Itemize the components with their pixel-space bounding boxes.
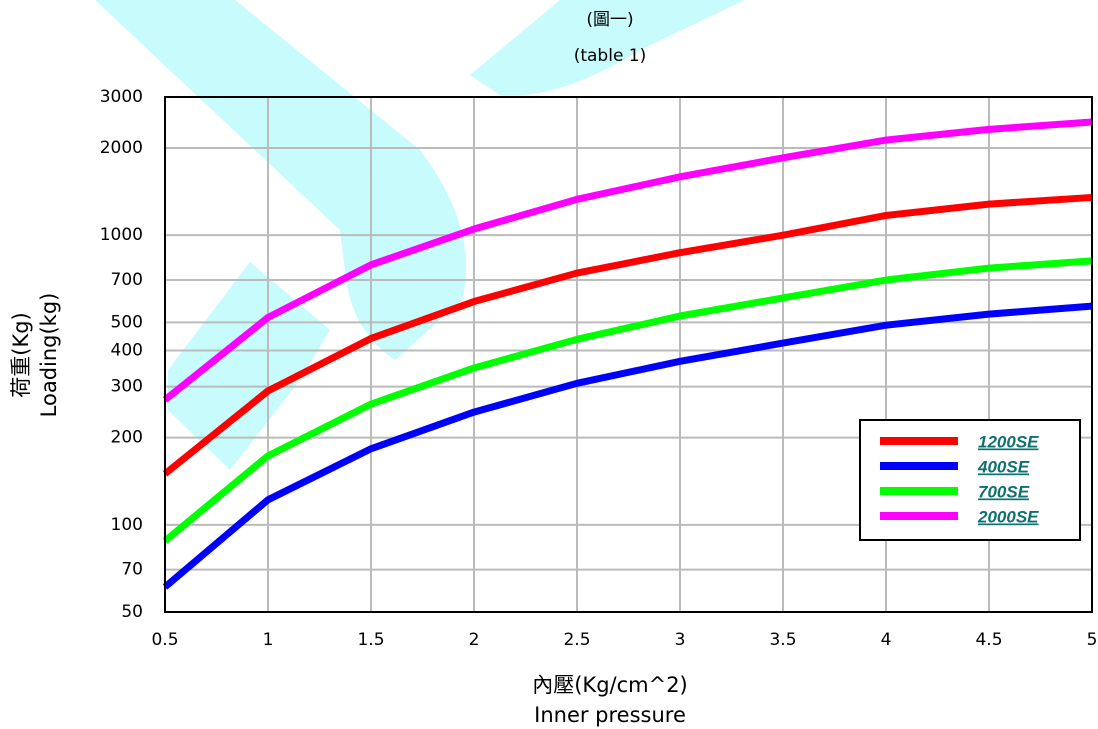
- x-tick-label: 3: [675, 630, 686, 650]
- y-axis-label: Loading(kg): [37, 293, 61, 418]
- x-tick-label: 1: [263, 630, 274, 650]
- legend-label: 400SE: [977, 457, 1030, 476]
- series-line: [162, 193, 1093, 477]
- y-tick-label: 2000: [100, 138, 143, 158]
- y-tick-label: 1000: [100, 225, 143, 245]
- x-tick-label: 1.5: [357, 630, 384, 650]
- legend-label: 700SE: [978, 482, 1030, 501]
- x-tick-label: 4.5: [975, 630, 1002, 650]
- x-axis-label: 內壓(Kg/cm^2): [532, 673, 688, 697]
- x-tick-label: 4: [881, 630, 892, 650]
- y-tick-label: 3000: [100, 87, 143, 107]
- y-axis-label: 荷重(Kg): [9, 312, 33, 398]
- legend-label: 2000SE: [977, 507, 1039, 526]
- x-tick-label: 0.5: [151, 630, 178, 650]
- y-tick-label: 400: [111, 340, 143, 360]
- series-line: [162, 302, 1093, 590]
- x-tick-label: 2: [469, 630, 480, 650]
- y-tick-label: 70: [121, 560, 143, 580]
- legend: 1200SE 400SE 700SE 2000SE: [880, 432, 1039, 526]
- chart-subtitle: (table 1): [574, 46, 647, 66]
- y-tick-label: 100: [111, 515, 143, 535]
- lines: [162, 118, 1093, 590]
- y-tick-label: 300: [111, 377, 143, 397]
- watermark: [95, 0, 745, 470]
- legend-label: 1200SE: [978, 432, 1039, 451]
- y-tick-label: 500: [111, 312, 143, 332]
- x-tick-label: 2.5: [563, 630, 590, 650]
- x-tick-label: 5: [1087, 630, 1098, 650]
- y-tick-label: 200: [111, 428, 143, 448]
- y-tick-label: 50: [121, 602, 143, 622]
- chart-title: (圖一): [586, 10, 633, 30]
- plot-frame: [164, 96, 1093, 613]
- series-line: [162, 118, 1093, 403]
- y-tick-label: 700: [111, 270, 143, 290]
- x-axis-label: Inner pressure: [534, 703, 686, 727]
- x-tick-label: 3.5: [769, 630, 796, 650]
- series-line: [162, 257, 1093, 544]
